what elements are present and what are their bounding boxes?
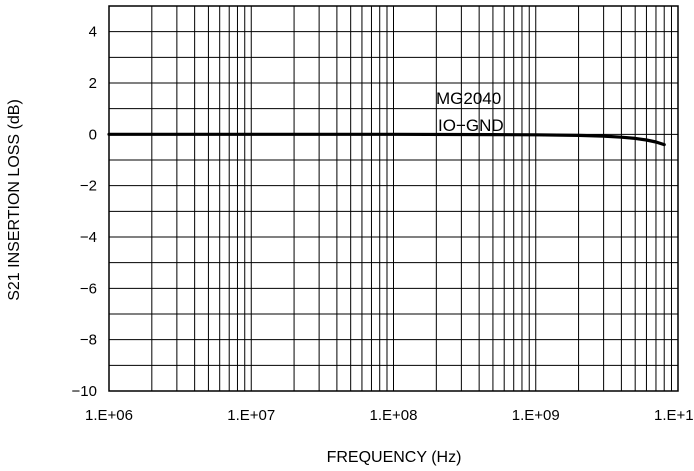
annotation-pin-config: IO−GND — [438, 116, 504, 135]
y-axis-title: S21 INSERTION LOSS (dB) — [6, 99, 23, 301]
series-layer — [107, 132, 666, 147]
y-tick-label: −6 — [80, 280, 97, 297]
y-tick-label: 4 — [89, 24, 97, 41]
x-tick-label: 1.E+09 — [512, 407, 560, 424]
y-tick-label: −10 — [72, 383, 97, 400]
y-tick-label: −4 — [80, 229, 97, 246]
series-line-insertion-loss — [107, 132, 666, 147]
annotation-part-number: MG2040 — [436, 89, 501, 108]
x-tick-labels: 1.E+06 1.E+07 1.E+08 1.E+09 1.E+10 — [85, 407, 694, 424]
x-tick-label: 1.E+07 — [227, 407, 275, 424]
x-tick-label: 1.E+06 — [85, 407, 133, 424]
x-axis-title: FREQUENCY (Hz) — [327, 449, 462, 466]
y-tick-label: 2 — [89, 75, 97, 92]
x-tick-label: 1.E+08 — [370, 407, 418, 424]
y-tick-label: −8 — [80, 332, 97, 349]
grid-lines — [109, 6, 678, 391]
plot-frame — [108, 5, 679, 392]
x-tick-label: 1.E+10 — [654, 407, 694, 424]
y-tick-label: 0 — [89, 126, 97, 143]
y-tick-labels: 4 2 0 −2 −4 −6 −8 −10 — [72, 24, 97, 400]
y-tick-label: −2 — [80, 178, 97, 195]
